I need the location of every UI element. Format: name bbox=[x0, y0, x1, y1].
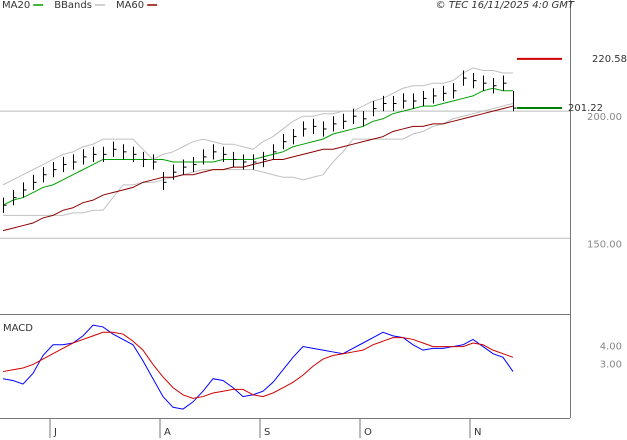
x-tick-label: S bbox=[264, 427, 270, 438]
indicator-line bbox=[2, 105, 514, 232]
legend-label: MA20 bbox=[2, 0, 30, 11]
y-tick-label: 4.00 bbox=[600, 342, 622, 353]
indicator-line bbox=[2, 87, 513, 206]
y-tick-label: 200.00 bbox=[587, 112, 622, 123]
macd-line bbox=[2, 331, 514, 399]
x-tick-label: J bbox=[53, 427, 57, 438]
legend-label: MA60 bbox=[116, 0, 144, 11]
price-level-label: 201.22 bbox=[568, 103, 603, 114]
source: © TEC 16/11/2025 4:0 GMT bbox=[436, 0, 575, 11]
x-tick-label: A bbox=[164, 427, 171, 438]
indicator-line bbox=[2, 67, 513, 186]
price-level-label: 220.58 bbox=[592, 54, 627, 65]
x-tick-label: O bbox=[364, 427, 372, 438]
legend-label: BBands bbox=[54, 0, 92, 11]
y-tick-label: 150.00 bbox=[587, 239, 622, 250]
indicator-line bbox=[3, 103, 514, 216]
macd-line bbox=[2, 324, 514, 410]
panel-title: MACD bbox=[3, 323, 33, 334]
y-tick-label: 3.00 bbox=[600, 359, 622, 370]
x-tick-label: N bbox=[474, 427, 481, 438]
